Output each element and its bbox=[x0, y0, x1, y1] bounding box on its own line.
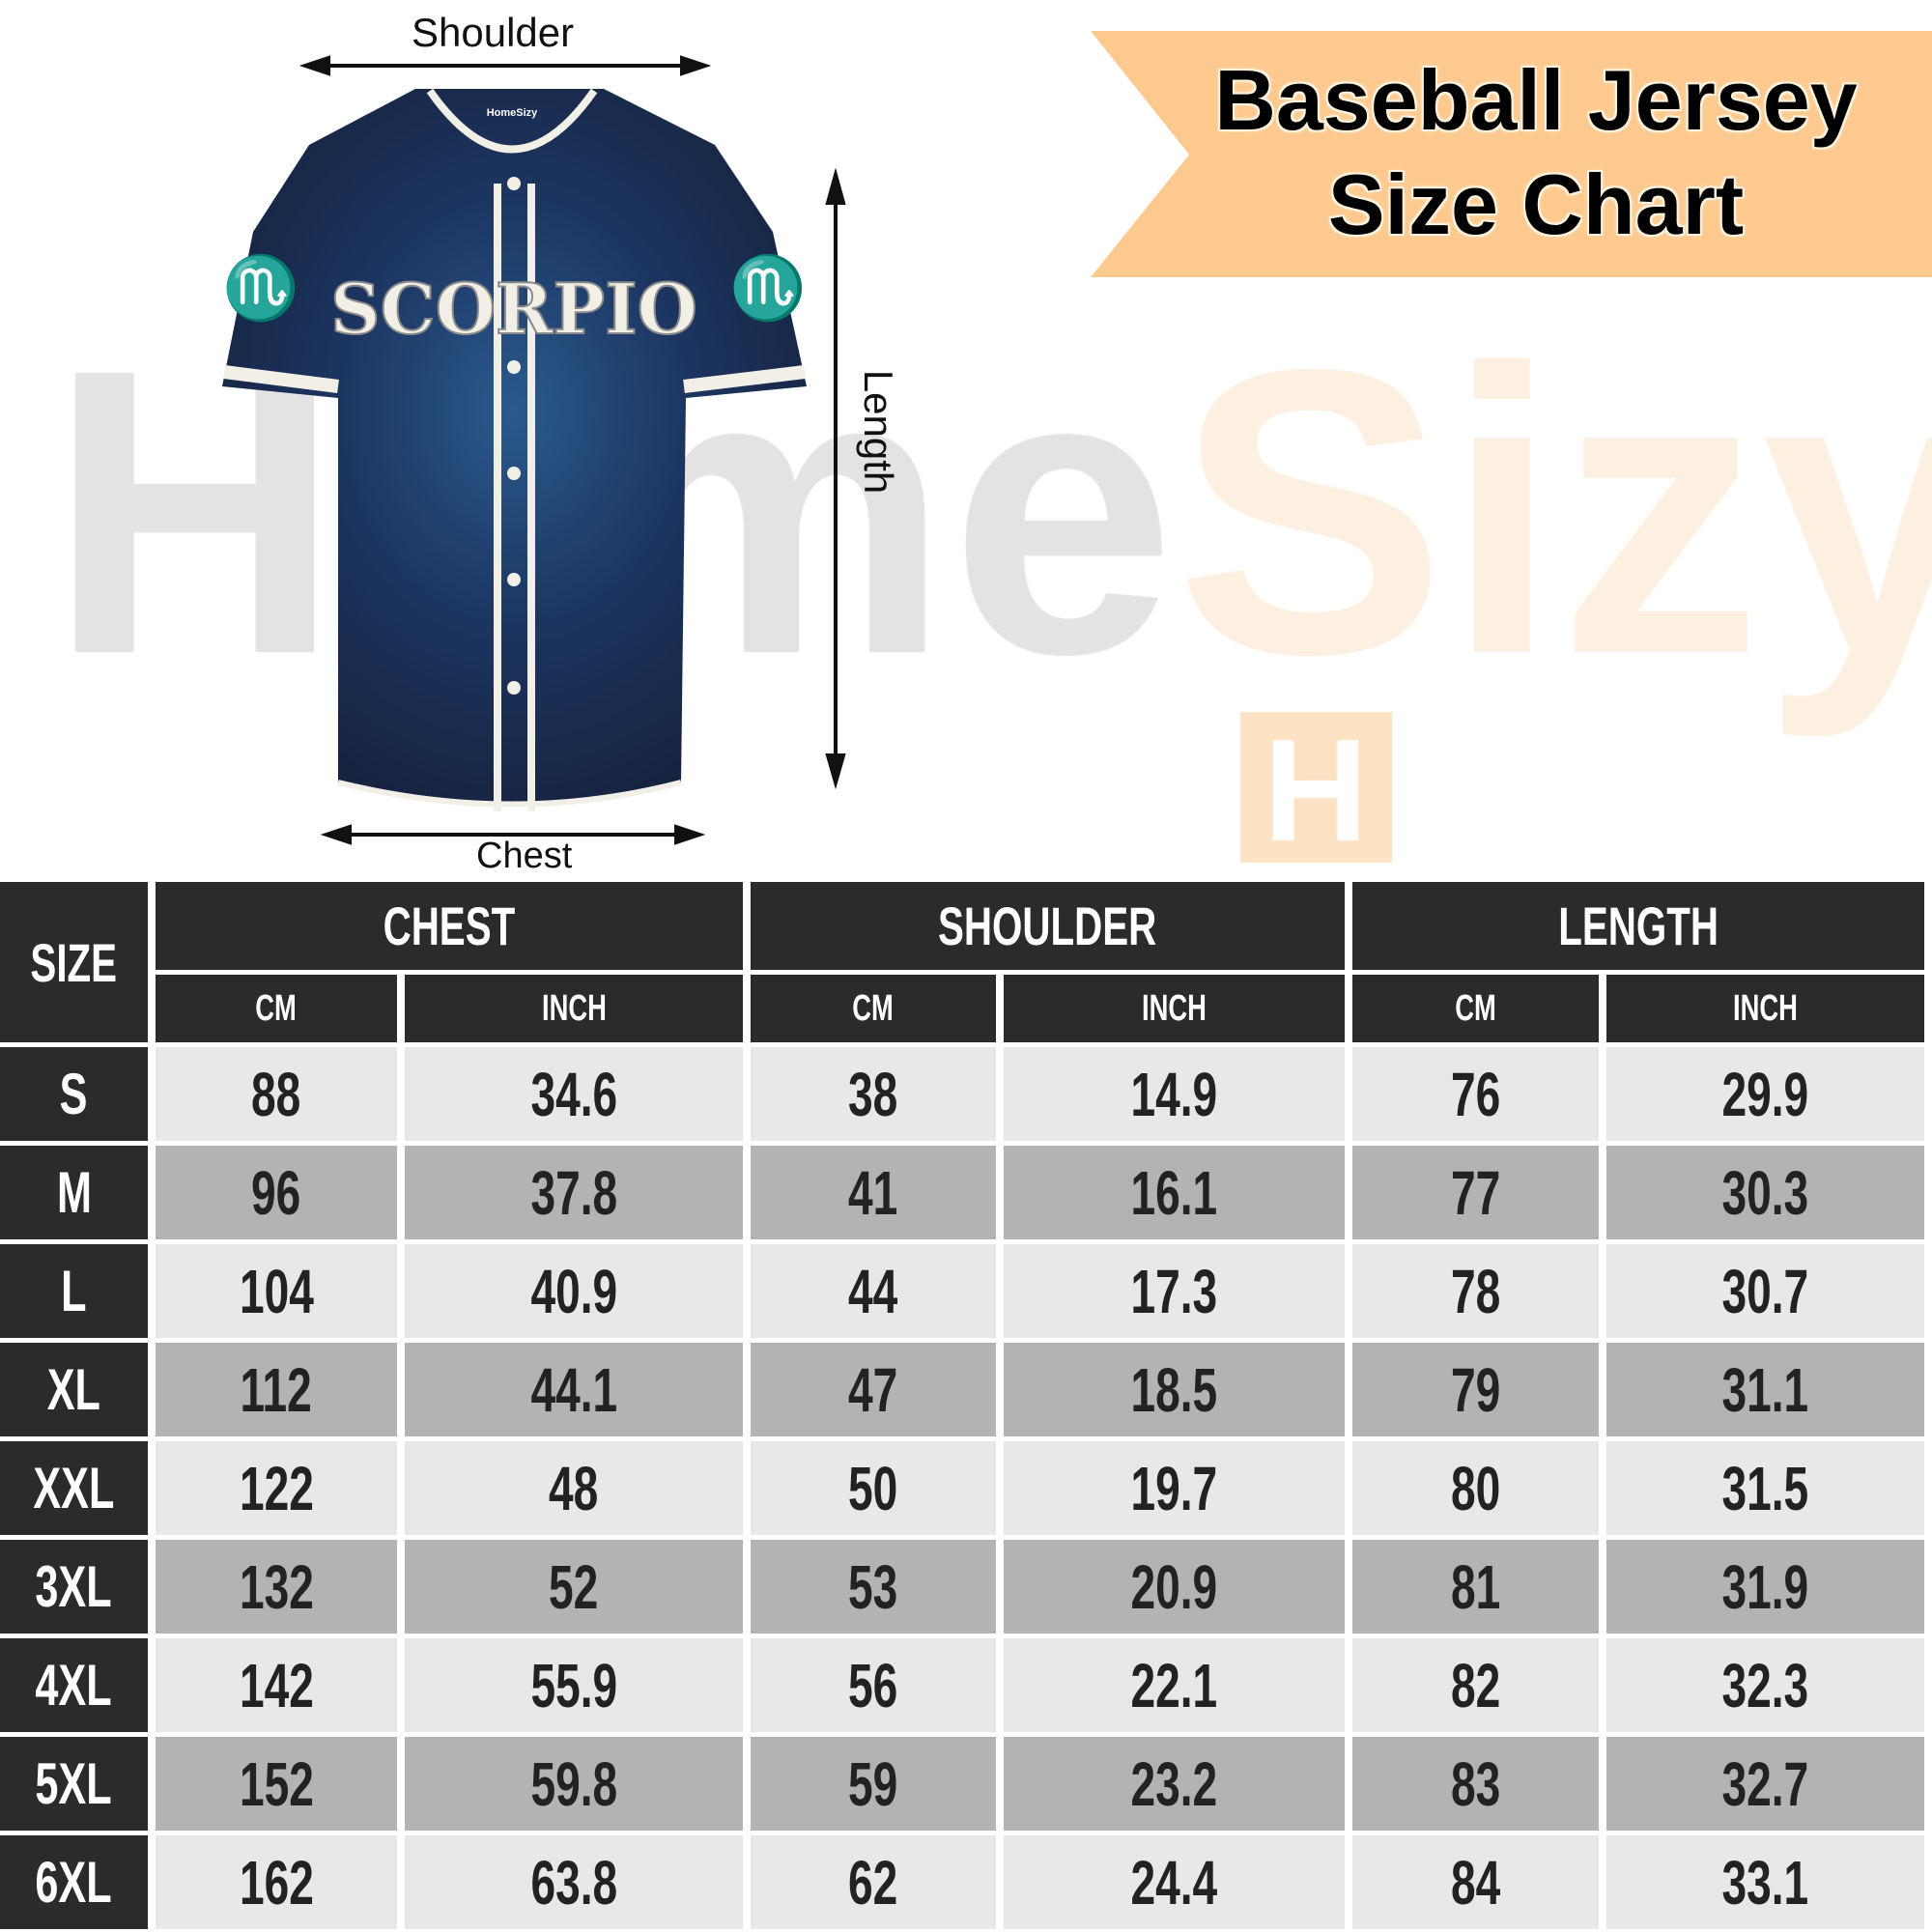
size-label: M bbox=[0, 1146, 148, 1239]
table-cell: 53 bbox=[751, 1540, 996, 1634]
unit-header: CM bbox=[1352, 975, 1599, 1042]
table-cell: 14.9 bbox=[1004, 1047, 1345, 1141]
size-label: XL bbox=[0, 1343, 148, 1436]
jersey-text: SCORPIO bbox=[330, 268, 697, 350]
table-cell: 78 bbox=[1352, 1244, 1599, 1338]
table-cell: 48 bbox=[405, 1441, 743, 1535]
table-cell: 31.5 bbox=[1606, 1441, 1924, 1535]
jersey-body bbox=[222, 89, 807, 805]
length-arrow bbox=[825, 167, 846, 790]
length-header: LENGTH bbox=[1352, 882, 1924, 970]
sleeve-symbol-left: ♏ bbox=[222, 253, 299, 323]
size-label: 6XL bbox=[0, 1835, 148, 1929]
size-label: 5XL bbox=[0, 1737, 148, 1831]
table-cell: 59.8 bbox=[405, 1737, 743, 1831]
page-title: Baseball Jersey Size Chart bbox=[1214, 52, 1858, 252]
table-cell: 29.9 bbox=[1606, 1047, 1924, 1141]
table-cell: 31.9 bbox=[1606, 1540, 1924, 1634]
table-cell: 17.3 bbox=[1004, 1244, 1345, 1338]
table-cell: 122 bbox=[156, 1441, 397, 1535]
length-label: Length bbox=[856, 369, 902, 495]
table-cell: 80 bbox=[1352, 1441, 1599, 1535]
unit-header: INCH bbox=[1606, 975, 1924, 1042]
chest-label: Chest bbox=[476, 836, 573, 876]
jersey-tag: HomeSizy bbox=[487, 107, 538, 119]
table-cell: 96 bbox=[156, 1146, 397, 1239]
table-cell: 132 bbox=[156, 1540, 397, 1634]
table-cell: 44 bbox=[751, 1244, 996, 1338]
table-cell: 52 bbox=[405, 1540, 743, 1634]
table-cell: 56 bbox=[751, 1638, 996, 1732]
table-cell: 59 bbox=[751, 1737, 996, 1831]
table-cell: 55.9 bbox=[405, 1638, 743, 1732]
buttons bbox=[507, 177, 521, 695]
chest-header: CHEST bbox=[156, 882, 743, 970]
table-cell: 63.8 bbox=[405, 1835, 743, 1929]
table-cell: 18.5 bbox=[1004, 1343, 1345, 1436]
table-cell: 62 bbox=[751, 1835, 996, 1929]
table-cell: 34.6 bbox=[405, 1047, 743, 1141]
table-cell: 81 bbox=[1352, 1540, 1599, 1634]
table-cell: 84 bbox=[1352, 1835, 1599, 1929]
table-cell: 142 bbox=[156, 1638, 397, 1732]
table-cell: 82 bbox=[1352, 1638, 1599, 1732]
table-cell: 77 bbox=[1352, 1146, 1599, 1239]
table-cell: 30.7 bbox=[1606, 1244, 1924, 1338]
table-cell: 41 bbox=[751, 1146, 996, 1239]
table-cell: 38 bbox=[751, 1047, 996, 1141]
jersey-illustration: SCORPIO ♏ ♏ HomeSizy bbox=[222, 55, 846, 845]
unit-header: CM bbox=[751, 975, 996, 1042]
table-cell: 33.1 bbox=[1606, 1835, 1924, 1929]
table-cell: 24.4 bbox=[1004, 1835, 1345, 1929]
shoulder-label: Shoulder bbox=[412, 10, 575, 55]
table-cell: 22.1 bbox=[1004, 1638, 1345, 1732]
unit-header: CM bbox=[156, 975, 397, 1042]
size-label: XXL bbox=[0, 1441, 148, 1535]
table-cell: 31.1 bbox=[1606, 1343, 1924, 1436]
unit-header: INCH bbox=[1004, 975, 1345, 1042]
sleeve-symbol-right: ♏ bbox=[729, 253, 807, 323]
shoulder-header: SHOULDER bbox=[751, 882, 1345, 970]
table-cell: 32.7 bbox=[1606, 1737, 1924, 1831]
table-cell: 83 bbox=[1352, 1737, 1599, 1831]
table-cell: 152 bbox=[156, 1737, 397, 1831]
size-table: SIZE CHEST SHOULDER LENGTH CM INCH CM INCH C… bbox=[0, 882, 1932, 1929]
size-header: SIZE bbox=[0, 882, 148, 1042]
table-cell: 76 bbox=[1352, 1047, 1599, 1141]
table-cell: 162 bbox=[156, 1835, 397, 1929]
table-cell: 50 bbox=[751, 1441, 996, 1535]
table-cell: 23.2 bbox=[1004, 1737, 1345, 1831]
table-cell: 37.8 bbox=[405, 1146, 743, 1239]
table-cell: 47 bbox=[751, 1343, 996, 1436]
table-cell: 30.3 bbox=[1606, 1146, 1924, 1239]
table-cell: 40.9 bbox=[405, 1244, 743, 1338]
table-cell: 104 bbox=[156, 1244, 397, 1338]
table-cell: 44.1 bbox=[405, 1343, 743, 1436]
table-cell: 32.3 bbox=[1606, 1638, 1924, 1732]
size-label: L bbox=[0, 1244, 148, 1338]
table-cell: 88 bbox=[156, 1047, 397, 1141]
table-cell: 112 bbox=[156, 1343, 397, 1436]
shoulder-arrow bbox=[298, 55, 712, 76]
table-cell: 79 bbox=[1352, 1343, 1599, 1436]
size-label: S bbox=[0, 1047, 148, 1141]
size-label: 3XL bbox=[0, 1540, 148, 1634]
table-cell: 16.1 bbox=[1004, 1146, 1345, 1239]
unit-header: INCH bbox=[405, 975, 743, 1042]
size-label: 4XL bbox=[0, 1638, 148, 1732]
table-cell: 20.9 bbox=[1004, 1540, 1345, 1634]
table-cell: 19.7 bbox=[1004, 1441, 1345, 1535]
title-banner bbox=[1091, 31, 1932, 277]
chest-arrow bbox=[320, 824, 706, 845]
